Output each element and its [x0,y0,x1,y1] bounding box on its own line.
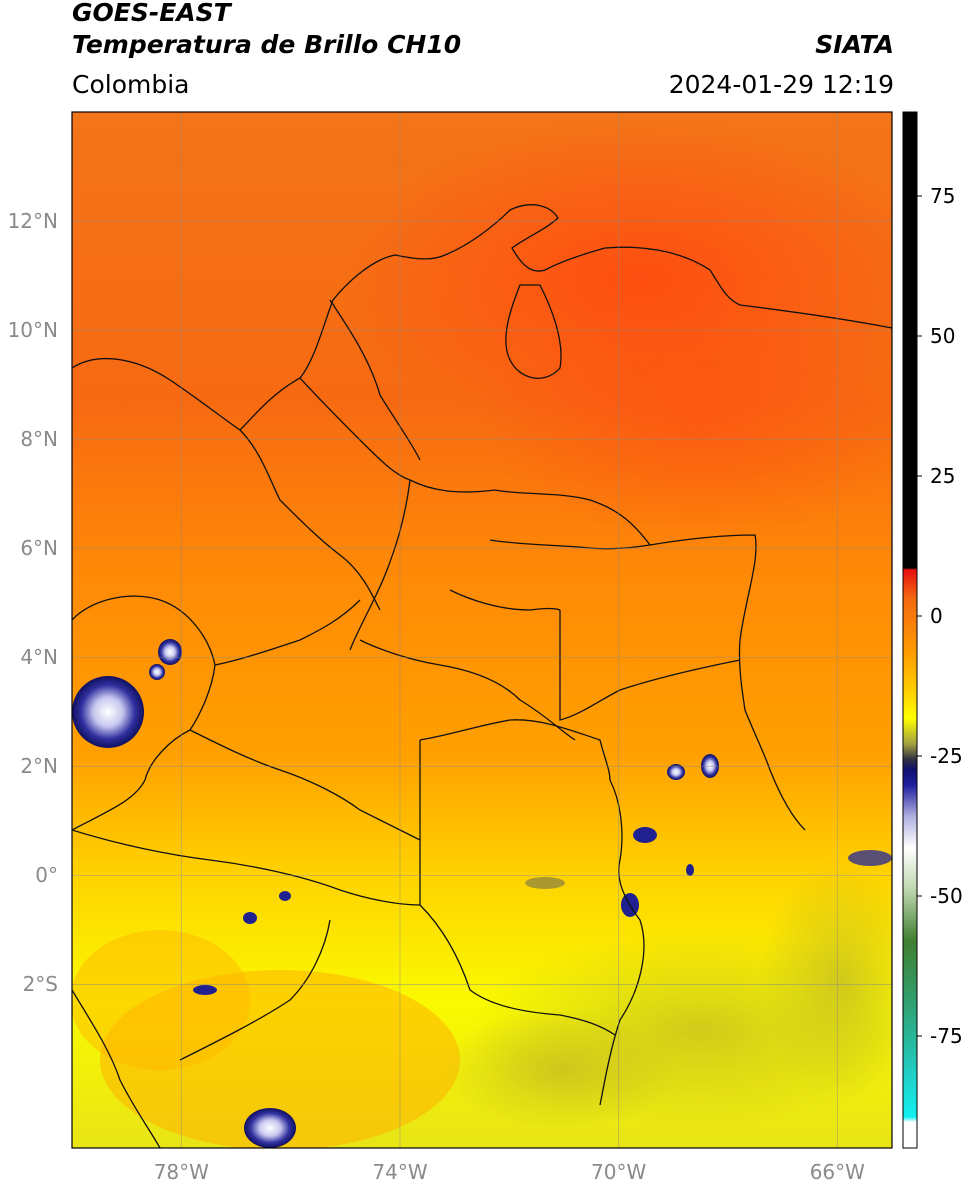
latitude-label: 12°N [7,209,58,234]
internal-division-9 [419,719,611,781]
longitude-label: 78°W [153,1160,209,1184]
latitude-label: 8°N [20,427,58,452]
internal-division-7 [359,639,576,741]
brightness-temperature-field [72,112,892,1148]
colorbar-tick-label: -75 [930,1024,963,1048]
internal-division-12 [449,589,561,611]
internal-division-6 [189,729,421,841]
cold-cloud-cells [72,639,892,1148]
internal-division-4 [349,479,411,651]
colorbar [902,111,922,1149]
colorbar-tick-label: -25 [930,744,963,768]
ecuador-peru-border [179,919,331,1061]
map-frame [71,111,893,1149]
caribbean-coastline [72,204,892,431]
latitude-label: 4°N [20,645,58,670]
latitude-label: 0° [35,863,58,888]
latitude-label: 10°N [7,318,58,343]
colorbar-tick-label: 75 [930,184,956,208]
colorbar-tick-label: 50 [930,324,956,348]
longitude-label: 70°W [591,1160,647,1184]
colorbar-frame [902,111,918,1149]
boundaries [72,204,892,1148]
southern-coastline [72,989,161,1148]
latitude-label: 2°N [20,754,58,779]
colorbar-gradient [903,112,917,1148]
maracaibo-lake [505,284,562,379]
colorbar-tick-label: 0 [930,604,943,628]
graticule [72,112,892,1148]
product-title: Temperatura de Brillo CH10 [72,30,462,59]
internal-division-2 [299,377,496,493]
longitude-label: 74°W [372,1160,428,1184]
internal-division-3 [329,299,421,461]
colombia-brazil-border [599,779,645,1106]
colombia-ecuador-border [72,829,421,906]
longitude-label: 66°W [809,1160,865,1184]
timestamp-label: 2024-01-29 12:19 [668,70,894,99]
region-label: Colombia [72,70,190,99]
latitude-label: 6°N [20,536,58,561]
satellite-title: GOES-EAST [72,0,231,27]
colorbar-tick-label: 25 [930,464,956,488]
internal-division-1 [239,429,381,611]
agency-label: SIATA [815,30,894,59]
colorbar-tick-label: -50 [930,884,963,908]
pacific-coastline [72,595,216,831]
latitude-label: 2°S [22,972,58,997]
internal-division-5 [214,599,361,666]
colombia-venezuela-border [494,489,806,831]
internal-division-8 [559,610,741,721]
internal-division-11 [489,539,651,550]
colombia-peru-border [419,904,616,1036]
